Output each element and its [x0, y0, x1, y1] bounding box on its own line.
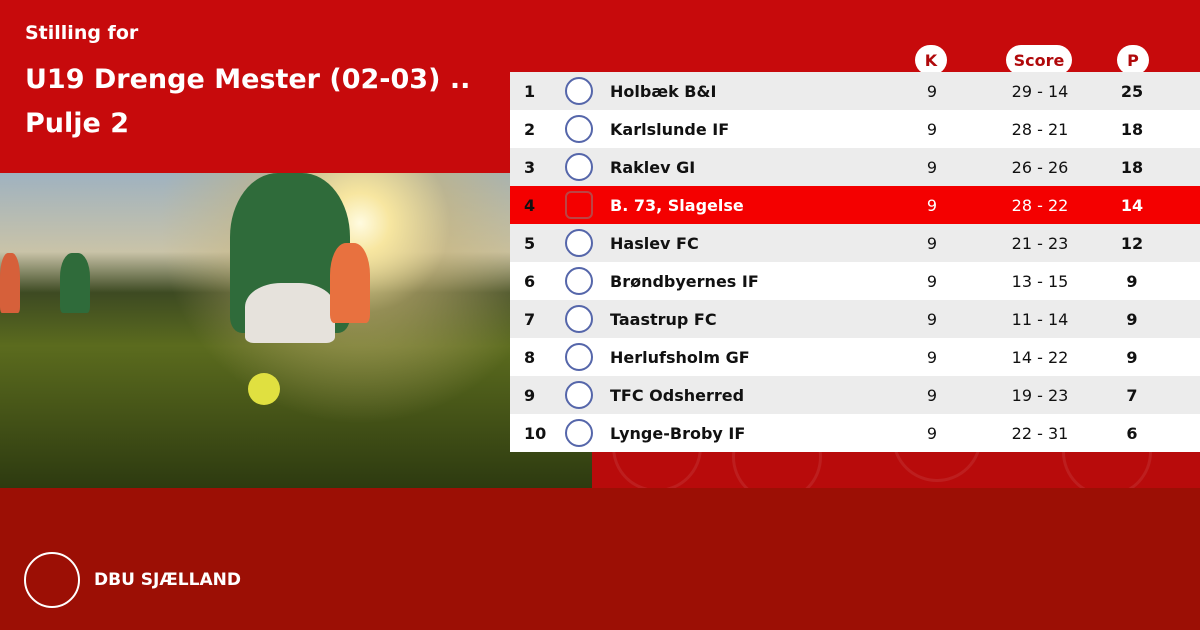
- team-name: Karlslunde IF: [610, 119, 730, 139]
- score: 19 - 23: [1011, 385, 1069, 405]
- score: 22 - 31: [1011, 423, 1069, 443]
- column-header-p: P: [1117, 45, 1149, 75]
- team-name: TFC Odsherred: [610, 385, 745, 405]
- matches-played: 9: [926, 347, 938, 367]
- position: 3: [524, 157, 536, 177]
- score: 28 - 21: [1011, 119, 1069, 139]
- table-row[interactable]: 8 Herlufsholm GF 9 14 - 22 9: [510, 338, 1200, 376]
- position: 1: [524, 81, 536, 101]
- score: 28 - 22: [1011, 195, 1069, 215]
- position: 10: [524, 423, 547, 443]
- team-logo-icon: [565, 381, 593, 409]
- points: 18: [1120, 119, 1144, 139]
- points: 6: [1126, 423, 1138, 443]
- background-pattern: [592, 452, 1200, 488]
- team-name: Brøndbyernes IF: [610, 271, 759, 291]
- score: 21 - 23: [1011, 233, 1069, 253]
- team-name: Raklev GI: [610, 157, 696, 177]
- table-row[interactable]: 10 Lynge-Broby IF 9 22 - 31 6: [510, 414, 1200, 452]
- matches-played: 9: [926, 233, 938, 253]
- team-logo-icon: [565, 267, 593, 295]
- score: 11 - 14: [1011, 309, 1069, 329]
- matches-played: 9: [926, 81, 938, 101]
- page-title: U19 Drenge Mester (02-03) .. Pulje 2: [25, 64, 471, 139]
- table-row[interactable]: 2 Karlslunde IF 9 28 - 21 18: [510, 110, 1200, 148]
- team-logo-icon: [565, 419, 593, 447]
- table-row[interactable]: 7 Taastrup FC 9 11 - 14 9: [510, 300, 1200, 338]
- team-name: Lynge-Broby IF: [610, 423, 746, 443]
- points: 25: [1120, 81, 1144, 101]
- team-name: B. 73, Slagelse: [610, 195, 744, 215]
- team-name: Herlufsholm GF: [610, 347, 750, 367]
- matches-played: 9: [926, 119, 938, 139]
- table-row[interactable]: 3 Raklev GI 9 26 - 26 18: [510, 148, 1200, 186]
- points: 7: [1126, 385, 1138, 405]
- position: 9: [524, 385, 536, 405]
- brand: DBU SJÆLLAND: [24, 552, 241, 608]
- points: 12: [1120, 233, 1144, 253]
- team-logo-icon: [565, 191, 593, 219]
- position: 5: [524, 233, 536, 253]
- standings-table: 1 Holbæk B&I 9 29 - 14 25 2 Karlslunde IF 9 28 -…: [510, 72, 1200, 452]
- position: 6: [524, 271, 536, 291]
- team-logo-icon: [565, 229, 593, 257]
- matches-played: 9: [926, 423, 938, 443]
- points: 9: [1126, 347, 1138, 367]
- position: 2: [524, 119, 536, 139]
- football-photo: [0, 173, 592, 488]
- position: 4: [524, 195, 536, 215]
- score: 14 - 22: [1011, 347, 1069, 367]
- team-name: Holbæk B&I: [610, 81, 717, 101]
- team-logo-icon: [565, 343, 593, 371]
- position: 7: [524, 309, 536, 329]
- team-logo-icon: [565, 305, 593, 333]
- matches-played: 9: [926, 195, 938, 215]
- matches-played: 9: [926, 271, 938, 291]
- matches-played: 9: [926, 157, 938, 177]
- subtitle: Stilling for: [25, 22, 139, 44]
- position: 8: [524, 347, 536, 367]
- team-logo-icon: [565, 77, 593, 105]
- score: 13 - 15: [1011, 271, 1069, 291]
- points: 9: [1126, 271, 1138, 291]
- table-row[interactable]: 9 TFC Odsherred 9 19 - 23 7: [510, 376, 1200, 414]
- team-logo-icon: [565, 115, 593, 143]
- points: 9: [1126, 309, 1138, 329]
- team-logo-icon: [565, 153, 593, 181]
- matches-played: 9: [926, 309, 938, 329]
- matches-played: 9: [926, 385, 938, 405]
- column-header-score: Score: [1006, 45, 1072, 75]
- table-row[interactable]: 4 B. 73, Slagelse 9 28 - 22 14: [510, 186, 1200, 224]
- team-name: Haslev FC: [610, 233, 699, 253]
- column-header-k: K: [915, 45, 947, 75]
- table-row[interactable]: 5 Haslev FC 9 21 - 23 12: [510, 224, 1200, 262]
- score: 26 - 26: [1011, 157, 1069, 177]
- points: 14: [1120, 195, 1144, 215]
- points: 18: [1120, 157, 1144, 177]
- table-row[interactable]: 6 Brøndbyernes IF 9 13 - 15 9: [510, 262, 1200, 300]
- dbu-logo: [24, 552, 80, 608]
- table-row[interactable]: 1 Holbæk B&I 9 29 - 14 25: [510, 72, 1200, 110]
- brand-name: DBU SJÆLLAND: [94, 570, 241, 590]
- score: 29 - 14: [1011, 81, 1069, 101]
- team-name: Taastrup FC: [610, 309, 717, 329]
